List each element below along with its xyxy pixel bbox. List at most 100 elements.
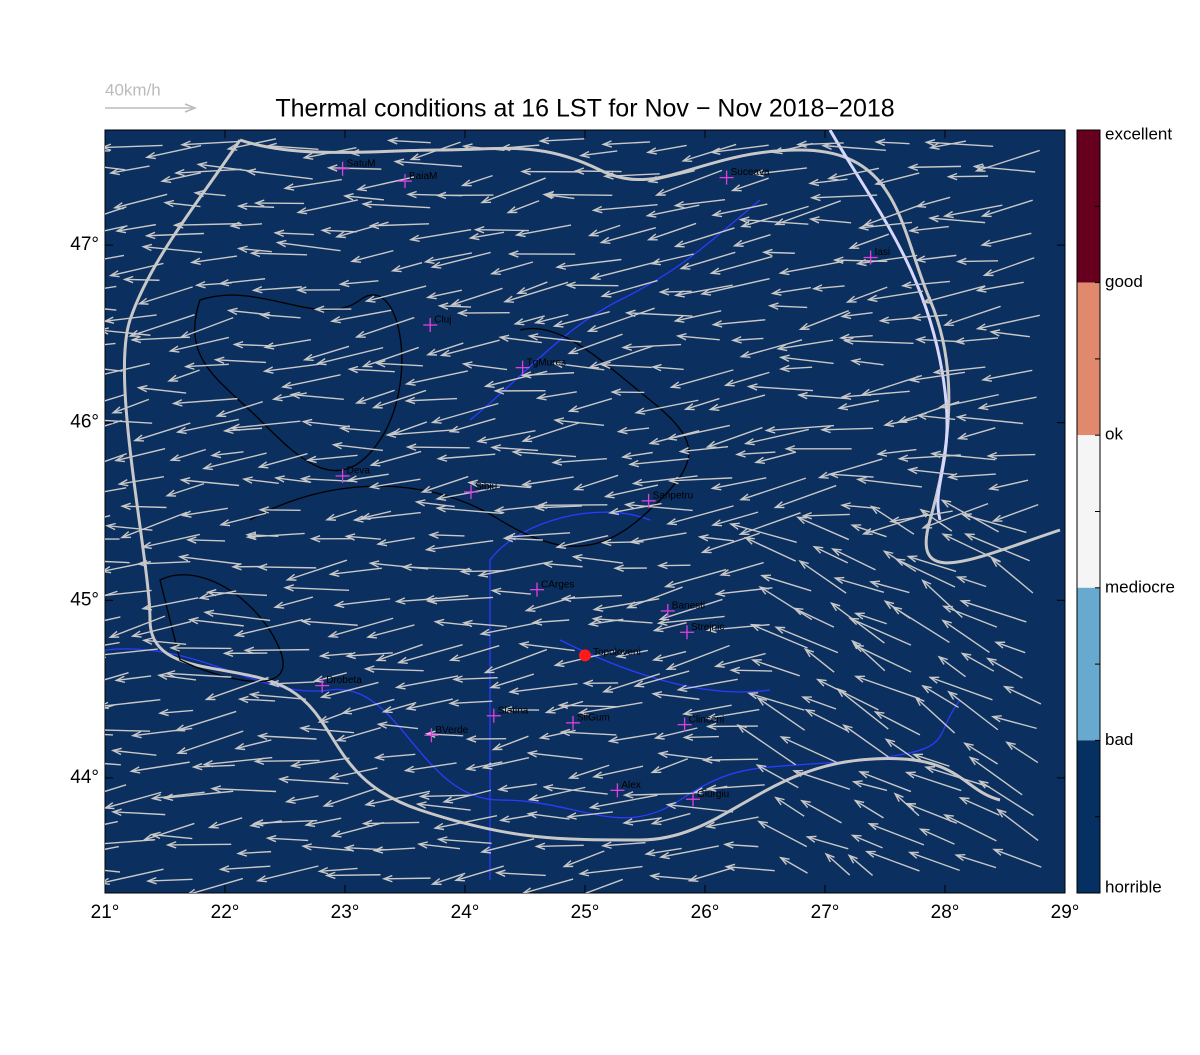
wind-shaft <box>168 844 232 845</box>
wind-shaft <box>125 279 160 280</box>
wind-head <box>91 727 100 733</box>
city-label: Alex <box>621 780 640 791</box>
wind-shaft <box>603 542 644 543</box>
wind-head <box>566 895 575 901</box>
wind-head <box>69 864 78 870</box>
city-label: Clinceni <box>689 714 725 725</box>
wind-head <box>74 826 83 832</box>
city-label: Drobeta <box>326 675 362 686</box>
city-label: BVerde <box>435 725 468 736</box>
wind-head <box>74 646 83 652</box>
x-tick-label: 26° <box>691 902 720 923</box>
city-label: Iasi <box>875 247 891 258</box>
wind-shaft <box>567 285 618 286</box>
city-label: Banesti <box>672 601 705 612</box>
city-label: TgMures <box>527 357 566 368</box>
wind-head <box>97 651 106 657</box>
wind-shaft <box>704 759 758 760</box>
wind-shaft <box>476 230 529 231</box>
x-tick-label: 28° <box>931 902 960 923</box>
wind-shaft <box>255 760 319 761</box>
wind-head <box>72 304 81 310</box>
wind-head <box>72 148 80 154</box>
wind-scale-label: 40km/h <box>105 80 161 99</box>
wind-head <box>52 855 61 861</box>
y-tick-label: 45° <box>70 589 99 610</box>
colorbar-label: horrible <box>1105 877 1162 896</box>
city-label: SatuM <box>347 158 376 169</box>
wind-shaft <box>958 261 998 262</box>
wind-shaft <box>384 878 431 879</box>
y-tick-label: 46° <box>70 412 99 433</box>
wind-arrow <box>72 148 110 154</box>
wind-shaft <box>54 516 110 531</box>
city-label: SilGum <box>577 712 610 723</box>
wind-shaft <box>260 510 300 511</box>
city-label: BaiaM <box>409 171 437 182</box>
wind-head <box>62 471 71 477</box>
x-tick-label: 27° <box>811 902 840 923</box>
city-label: Sanpetru <box>653 490 694 501</box>
wind-head <box>55 361 64 367</box>
colorbar-label: ok <box>1105 425 1123 444</box>
wind-head <box>73 493 82 499</box>
wind-head <box>72 219 81 225</box>
x-tick-label: 22° <box>211 902 240 923</box>
colorbar-label: good <box>1105 272 1143 291</box>
wind-shaft <box>684 737 718 738</box>
wind-shaft <box>55 732 113 735</box>
x-tick-label: 25° <box>571 902 600 923</box>
wind-head <box>86 841 95 847</box>
x-tick-label: 23° <box>331 902 360 923</box>
city-label: Sibiu <box>475 482 497 493</box>
city-label: Suceava <box>731 167 770 178</box>
city-label: Deva <box>347 466 371 477</box>
wind-head <box>62 291 71 297</box>
city-label: Slatina <box>498 705 529 716</box>
wind-shaft <box>731 670 772 671</box>
wind-head <box>51 536 59 542</box>
wind-shaft <box>949 176 988 177</box>
wind-head <box>55 729 64 735</box>
wind-shaft <box>575 171 621 172</box>
wind-head <box>56 263 65 269</box>
wind-shaft <box>259 567 317 568</box>
colorbar-label: mediocre <box>1105 577 1175 596</box>
wind-head <box>65 433 74 439</box>
site-marker <box>579 649 591 661</box>
wind-arrow <box>55 729 113 735</box>
map-area <box>105 130 1065 893</box>
wind-head <box>81 793 90 799</box>
wind-head <box>80 558 89 564</box>
city-label: Cluj <box>434 315 451 326</box>
wind-arrow <box>54 516 110 532</box>
city-label: Strejnic <box>691 622 724 633</box>
wind-head <box>83 760 92 766</box>
y-tick-label: 47° <box>70 234 99 255</box>
x-tick-label: 21° <box>91 902 120 923</box>
wind-shaft <box>408 447 470 448</box>
wind-shaft <box>327 875 381 876</box>
wind-head <box>67 624 76 630</box>
title: Thermal conditions at 16 LST for Nov − N… <box>275 95 894 123</box>
wind-head <box>86 163 95 169</box>
wind-shaft <box>764 252 795 253</box>
city-label: Giurgiu <box>697 789 729 800</box>
wind-shaft <box>245 650 309 651</box>
wind-shaft <box>72 151 110 152</box>
wind-shaft <box>171 648 231 649</box>
site-label: Topoloveni <box>593 647 641 658</box>
wind-head <box>86 343 95 349</box>
wind-shaft <box>661 291 692 292</box>
colorbar-label: bad <box>1105 730 1133 749</box>
wind-shaft <box>545 194 612 195</box>
x-tick-label: 24° <box>451 902 480 923</box>
wind-head <box>80 682 89 688</box>
y-tick-label: 44° <box>70 767 99 788</box>
wind-head <box>54 526 63 532</box>
wind-shaft <box>539 505 608 506</box>
wind-head <box>73 714 82 720</box>
x-tick-label: 29° <box>1051 902 1080 923</box>
